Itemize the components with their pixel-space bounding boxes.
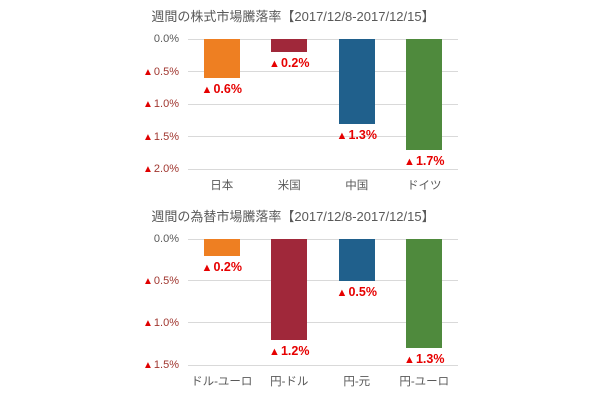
bar-value-label: ▲1.2% [269,340,309,358]
bar-value-text: 0.5% [348,285,377,299]
forex-market-chart: 週間の為替市場騰落率【2017/12/8-2017/12/15】 0.0% ▲0.… [128,208,458,389]
decline-triangle-icon: ▲ [143,276,153,287]
category-label: 日本 [210,180,234,192]
gridline [188,280,458,282]
bar-value-text: 0.2% [213,259,242,274]
y-axis-tick-label: ▲1.5% [143,359,179,371]
bar-value-text: 1.2% [280,343,310,358]
bar [338,39,375,124]
decline-triangle-icon: ▲ [404,354,415,367]
bar-value-text: 1.7% [415,153,445,168]
bar [271,39,308,52]
category-label: ドイツ [407,180,442,192]
gridline [188,364,458,366]
bar-value-label: ▲0.2% [202,256,242,274]
bar-value-text: 1.3% [348,127,377,142]
gridline [188,322,458,324]
bar-value-label: ▲0.2% [269,52,309,70]
bar [406,239,443,349]
bar-value-text: 1.3% [415,352,445,367]
category-label: 円-元 [343,376,371,388]
decline-triangle-icon: ▲ [143,318,153,329]
stock-chart-x-axis: 日本 米国 中国 ドイツ [188,177,458,193]
y-axis-tick-value: 0.5% [153,275,179,287]
category-label: ドル-ユーロ [191,376,253,388]
gridline [188,103,458,105]
decline-triangle-icon: ▲ [143,131,153,143]
decline-triangle-icon: ▲ [143,66,153,78]
bar [338,239,375,281]
gridline [188,71,458,72]
y-axis-tick-value: 1.0% [153,98,179,110]
bar-value-label: ▲0.5% [337,281,377,299]
decline-triangle-icon: ▲ [269,345,280,358]
y-axis-tick-value: 0.5% [153,65,179,78]
bar-value-label: ▲1.7% [404,150,444,168]
decline-triangle-icon: ▲ [336,287,348,299]
y-axis-tick-value: 1.0% [153,317,179,329]
bar-value-label: ▲0.6% [202,78,242,96]
forex-chart-title: 週間の為替市場騰落率【2017/12/8-2017/12/15】 [151,209,435,224]
y-axis-tick-value: 2.0% [153,163,179,175]
decline-triangle-icon: ▲ [143,99,153,110]
stock-chart-title: 週間の株式市場騰落率【2017/12/8-2017/12/15】 [151,9,435,24]
y-axis-tick-label: 0.0% [153,33,179,45]
gridline [188,238,458,240]
bar-value-label: ▲1.3% [404,348,444,366]
y-axis-tick-label: 0.0% [153,233,179,245]
y-axis-tick-label: ▲1.5% [143,131,179,143]
decline-triangle-icon: ▲ [143,360,153,371]
decline-triangle-icon: ▲ [404,155,415,168]
y-axis-tick-label: ▲1.0% [143,98,179,110]
y-axis-tick-label: ▲1.0% [143,317,179,329]
y-axis-tick-value: 1.5% [153,130,179,143]
bar-value-text: 0.6% [213,82,242,96]
forex-chart-x-axis: ドル-ユーロ 円-ドル 円-元 円-ユーロ [188,373,458,389]
y-axis-tick-label: ▲0.5% [143,275,179,287]
stock-chart-plot-area: 0.0% ▲0.5% ▲1.0% ▲1.5% ▲2.0% ▲0.6% ▲0.2% ▲1.3% ▲… [143,33,458,175]
y-axis-tick-label: ▲2.0% [143,163,179,175]
gridline [188,136,458,137]
decline-triangle-icon: ▲ [269,58,280,70]
gridline [188,168,458,170]
category-label: 円-ドル [270,376,309,388]
y-axis-tick-label: ▲0.5% [143,66,179,78]
stock-market-chart: 週間の株式市場騰落率【2017/12/8-2017/12/15】 0.0% ▲0.… [128,8,458,193]
decline-triangle-icon: ▲ [336,129,348,142]
bar-value-text: 0.2% [280,56,310,70]
category-label: 米国 [277,180,301,192]
y-axis-tick-value: 1.5% [153,359,179,371]
bar [203,239,240,256]
decline-triangle-icon: ▲ [201,84,213,96]
bar [406,39,443,150]
gridline [188,38,458,40]
category-label: 中国 [345,180,369,192]
bar-value-label: ▲1.3% [337,124,377,142]
bar [203,39,240,78]
category-label: 円-ユーロ [399,376,450,388]
decline-triangle-icon: ▲ [201,261,213,274]
forex-chart-plot-area: 0.0% ▲0.5% ▲1.0% ▲1.5% ▲0.2% ▲1.2% ▲0.5% ▲1.3% [143,233,458,371]
decline-triangle-icon: ▲ [143,164,153,175]
bar [271,239,308,340]
